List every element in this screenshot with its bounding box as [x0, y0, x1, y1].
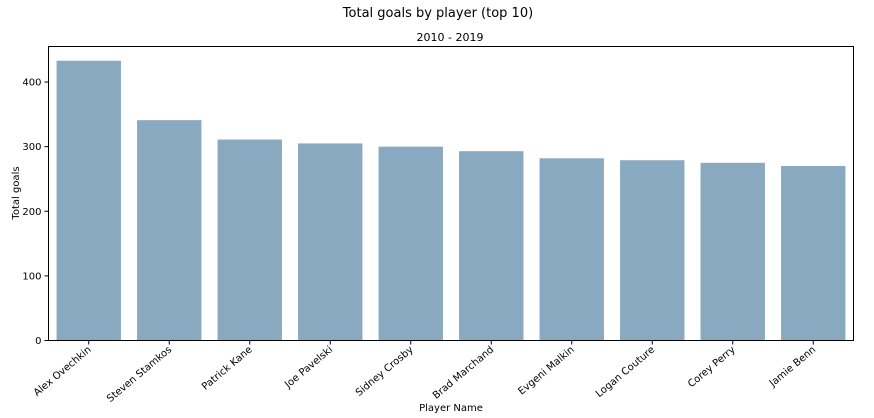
bar-8	[700, 162, 765, 341]
bar-2	[217, 139, 282, 341]
y-tick-label-4: 400	[22, 78, 41, 89]
x-tick-label-5: Brad Marchand	[431, 344, 496, 401]
bar-7	[620, 160, 685, 341]
bar-3	[298, 143, 363, 341]
y-tick-label-2: 200	[22, 207, 41, 218]
x-tick-label-1: Steven Stamkos	[105, 344, 174, 404]
x-tick-label-6: Evgeni Malkin	[516, 344, 576, 397]
y-tick-label-3: 300	[22, 142, 41, 153]
x-tick-label-2: Patrick Kane	[200, 344, 255, 392]
bar-4	[378, 146, 443, 341]
x-axis: Alex Ovechkin Steven Stamkos Patrick Kane J…	[32, 340, 818, 405]
bar-1	[137, 120, 202, 341]
chart-title: Total goals by player (top 10)	[342, 6, 533, 21]
x-tick-label-4: Sidney Crosby	[354, 344, 416, 398]
x-tick-label-3: Joe Pavelski	[282, 344, 335, 391]
y-tick-label-0: 0	[35, 336, 41, 347]
y-tick-label-1: 100	[22, 271, 41, 282]
bar-5	[459, 151, 524, 341]
x-tick-label-9: Jamie Benn	[767, 344, 818, 389]
bar-6	[539, 158, 604, 341]
x-tick-label-0: Alex Ovechkin	[32, 344, 94, 398]
bars-layer	[56, 60, 846, 341]
x-tick-label-7: Logan Couture	[594, 344, 657, 400]
x-axis-label: Player Name	[419, 403, 483, 414]
y-axis: 0 100 200 300 400	[22, 78, 49, 347]
plot-frame	[48, 46, 854, 341]
bar-9	[781, 166, 846, 341]
chart-subtitle: 2010 - 2019	[417, 31, 484, 44]
x-tick-label-8: Corey Perry	[686, 344, 738, 390]
y-axis-label: Total goals	[11, 166, 22, 220]
bar-0	[56, 60, 121, 341]
